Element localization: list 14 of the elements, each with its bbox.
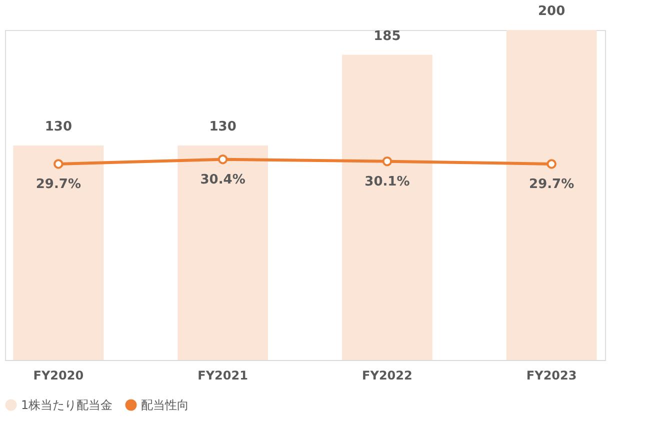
x-tick-label: FY2020 [33, 368, 84, 382]
data-label: 200 [538, 4, 566, 19]
x-tick-label: FY2022 [362, 368, 412, 382]
data-label: 29.7% [529, 176, 574, 192]
data-label: 130 [44, 120, 72, 134]
data-label: 185 [374, 28, 401, 44]
data-label: 30.1% [364, 174, 410, 190]
x-tick-label: FY2023 [526, 368, 577, 382]
legend-label: 配当性向 [141, 398, 189, 412]
legend-label: 1株当たり配当金 [21, 398, 113, 412]
data-label: 30.4% [200, 172, 246, 188]
data-label: 130 [209, 120, 236, 134]
x-tick-label: FY2021 [198, 368, 248, 382]
data-label: 29.7% [36, 176, 81, 192]
